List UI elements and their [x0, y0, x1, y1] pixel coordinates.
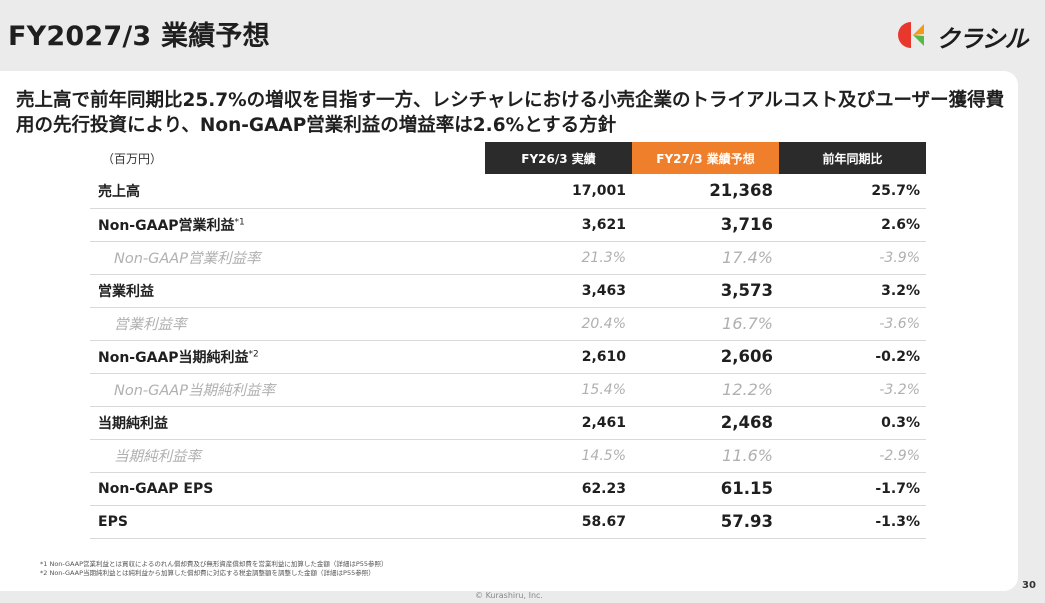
- row-label: Non-GAAP EPS: [90, 472, 485, 506]
- row-yoy: -2.9%: [779, 439, 926, 473]
- row-label: Non-GAAP当期純利益率: [90, 373, 485, 407]
- row-yoy: -3.9%: [779, 241, 926, 275]
- row-forecast: 3,716: [632, 208, 779, 242]
- row-label-text: EPS: [98, 513, 128, 530]
- headline: 売上高で前年同期比25.7%の増収を目指す一方、レシチャレにおける小売企業のトラ…: [16, 90, 1005, 136]
- table-row: Non-GAAP営業利益*1 3,621 3,716 2.6%: [90, 208, 926, 242]
- row-label: 当期純利益: [90, 406, 485, 440]
- table-header-row: （百万円） FY26/3 実績 FY27/3 業績予想 前年同期比: [90, 142, 926, 174]
- row-forecast: 2,606: [632, 340, 779, 374]
- row-forecast: 17.4%: [632, 241, 779, 275]
- row-yoy: -1.3%: [779, 505, 926, 539]
- page-number: 30: [1022, 580, 1036, 591]
- row-forecast: 12.2%: [632, 373, 779, 407]
- row-label: 当期純利益率: [90, 439, 485, 473]
- row-label: Non-GAAP当期純利益*2: [90, 340, 485, 374]
- row-label: Non-GAAP営業利益率: [90, 241, 485, 275]
- header-actual: FY26/3 実績: [485, 142, 632, 174]
- row-label-text: Non-GAAP営業利益: [98, 217, 235, 234]
- row-forecast: 57.93: [632, 505, 779, 539]
- table-row: 売上高 17,001 21,368 25.7%: [90, 174, 926, 209]
- row-label-text: 当期純利益率: [114, 449, 201, 465]
- row-forecast: 61.15: [632, 472, 779, 506]
- row-label-text: 売上高: [98, 183, 140, 200]
- row-label-text: 当期純利益: [98, 415, 168, 432]
- row-label: 営業利益: [90, 274, 485, 308]
- footnote-2: *2 Non-GAAP当期純利益とは純利益から加算した償却費に対応する税金調整額…: [40, 569, 375, 577]
- row-actual: 3,621: [485, 208, 632, 242]
- row-yoy: -1.7%: [779, 472, 926, 506]
- footnote-marker: *1: [234, 216, 245, 227]
- row-label: 営業利益率: [90, 307, 485, 341]
- row-forecast: 2,468: [632, 406, 779, 440]
- row-actual: 58.67: [485, 505, 632, 539]
- row-yoy: -0.2%: [779, 340, 926, 374]
- row-yoy: 2.6%: [779, 208, 926, 242]
- row-actual: 14.5%: [485, 439, 632, 473]
- header-yoy: 前年同期比: [779, 142, 926, 174]
- table-row: Non-GAAP当期純利益*2 2,610 2,606 -0.2%: [90, 340, 926, 374]
- row-actual: 3,463: [485, 274, 632, 308]
- row-label: EPS: [90, 505, 485, 539]
- row-yoy: 25.7%: [779, 174, 926, 209]
- row-label-text: Non-GAAP EPS: [98, 480, 214, 497]
- table-row: 当期純利益率 14.5% 11.6% -2.9%: [90, 439, 926, 473]
- footnotes: *1 Non-GAAP営業利益とは買収によるのれん償却費及び無形資産償却費を営業…: [40, 560, 388, 578]
- row-actual: 17,001: [485, 174, 632, 209]
- row-label-text: Non-GAAP当期純利益率: [114, 383, 275, 399]
- row-actual: 2,461: [485, 406, 632, 440]
- row-actual: 15.4%: [485, 373, 632, 407]
- row-label-text: Non-GAAP当期純利益: [98, 349, 249, 366]
- row-label: Non-GAAP営業利益*1: [90, 208, 485, 242]
- unit-label: （百万円）: [102, 151, 163, 166]
- row-yoy: -3.2%: [779, 373, 926, 407]
- kurashiru-logo-icon: [898, 22, 924, 48]
- row-yoy: -3.6%: [779, 307, 926, 341]
- logo-text: クラシル: [936, 25, 1029, 53]
- table-row: Non-GAAP EPS 62.23 61.15 -1.7%: [90, 472, 926, 506]
- table-row: EPS 58.67 57.93 -1.3%: [90, 505, 926, 539]
- row-forecast: 21,368: [632, 174, 779, 209]
- row-forecast: 11.6%: [632, 439, 779, 473]
- table-row: 営業利益率 20.4% 16.7% -3.6%: [90, 307, 926, 341]
- row-actual: 2,610: [485, 340, 632, 374]
- company-logo: クラシル: [896, 18, 1036, 53]
- row-forecast: 3,573: [632, 274, 779, 308]
- footnote-1: *1 Non-GAAP営業利益とは買収によるのれん償却費及び無形資産償却費を営業…: [40, 560, 388, 568]
- header-forecast: FY27/3 業績予想: [632, 142, 779, 174]
- row-actual: 62.23: [485, 472, 632, 506]
- row-label-text: 営業利益率: [114, 317, 187, 333]
- row-label-text: 営業利益: [98, 283, 154, 300]
- table-row: 当期純利益 2,461 2,468 0.3%: [90, 406, 926, 440]
- table-row: 営業利益 3,463 3,573 3.2%: [90, 274, 926, 308]
- row-yoy: 3.2%: [779, 274, 926, 308]
- row-label-text: Non-GAAP営業利益率: [114, 251, 261, 267]
- forecast-table: （百万円） FY26/3 実績 FY27/3 業績予想 前年同期比 売上高 17,…: [90, 142, 926, 539]
- table-row: Non-GAAP当期純利益率 15.4% 12.2% -3.2%: [90, 373, 926, 407]
- row-actual: 20.4%: [485, 307, 632, 341]
- row-actual: 21.3%: [485, 241, 632, 275]
- footnote-marker: *2: [248, 348, 259, 359]
- row-forecast: 16.7%: [632, 307, 779, 341]
- copyright: © Kurashiru, Inc.: [475, 591, 543, 600]
- row-yoy: 0.3%: [779, 406, 926, 440]
- table-row: Non-GAAP営業利益率 21.3% 17.4% -3.9%: [90, 241, 926, 275]
- row-label: 売上高: [90, 174, 485, 209]
- page-title: FY2027/3 業績予想: [8, 21, 270, 52]
